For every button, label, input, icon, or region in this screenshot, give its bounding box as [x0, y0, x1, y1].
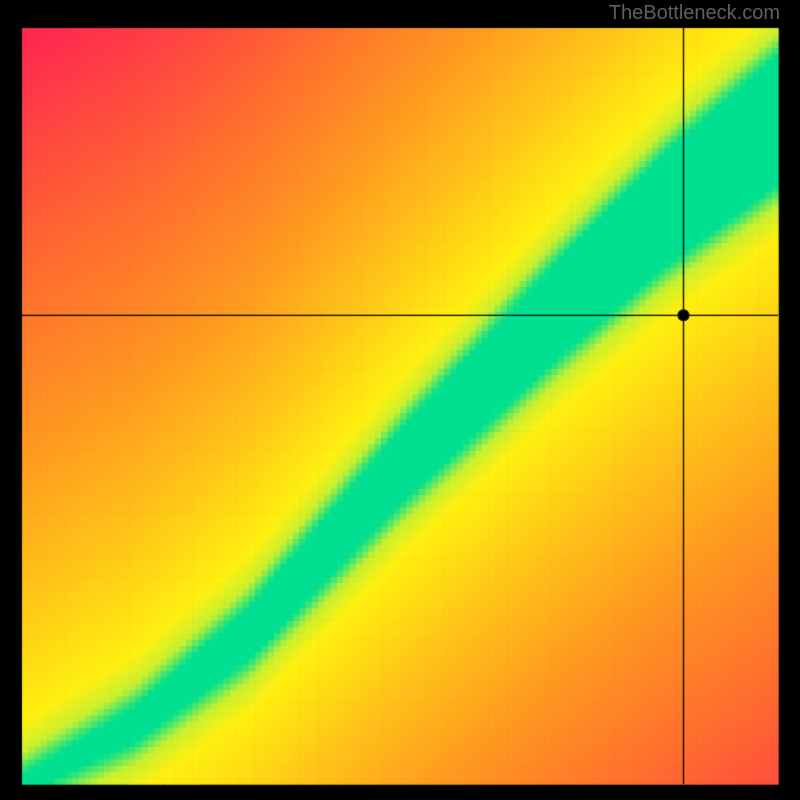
bottleneck-heatmap	[0, 0, 800, 800]
watermark-text: TheBottleneck.com	[609, 2, 780, 25]
chart-container: TheBottleneck.com	[0, 0, 800, 800]
